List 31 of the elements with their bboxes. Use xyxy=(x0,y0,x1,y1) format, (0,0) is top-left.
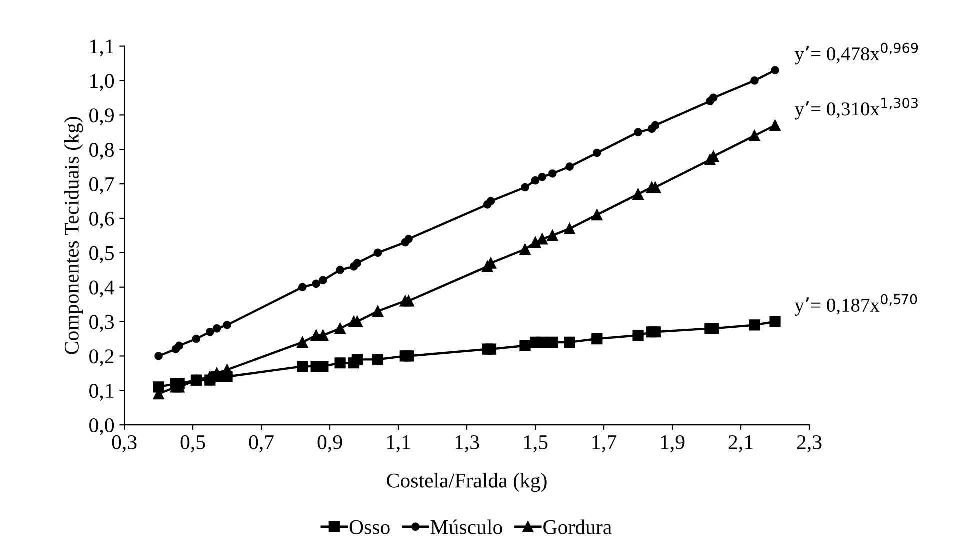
y-tick-label: 1,1 xyxy=(90,40,114,57)
annotation: y’= 0,310x$^{1,303}$ xyxy=(794,98,918,120)
legend-label: Músculo xyxy=(430,520,502,534)
annotation: y’= 0,478x$^{0,969}$ xyxy=(794,42,918,65)
x-tick-label: 1,3 xyxy=(456,435,480,452)
x-tick-label: 0,9 xyxy=(318,435,342,452)
y-tick-label: 0,6 xyxy=(90,212,114,229)
x-tick-label: 1,7 xyxy=(592,436,616,452)
legend-label: Osso xyxy=(350,520,390,534)
y-tick-label: 0,0 xyxy=(90,418,114,436)
x-tick-label: 0,3 xyxy=(112,435,137,452)
y-tick-label: 0,1 xyxy=(90,384,114,402)
y-axis-title: Componentes Teciduais (kg) xyxy=(64,117,84,354)
y-tick-label: 0,5 xyxy=(90,246,114,264)
y-tick-label: 1,0 xyxy=(90,74,114,92)
x-tick-label: 1,1 xyxy=(387,436,410,452)
x-tick-label: 1,9 xyxy=(661,435,685,452)
y-tick-label: 0,3 xyxy=(90,315,114,332)
y-tick-label: 0,2 xyxy=(90,350,114,367)
annotation: y’= 0,187x$^{0,570}$ xyxy=(794,294,918,316)
x-tick-label: 2,3 xyxy=(797,435,822,452)
y-tick-label: 0,7 xyxy=(90,177,114,194)
x-axis-title: Costela/Fralda (kg) xyxy=(387,473,547,492)
y-tick-label: 0,9 xyxy=(90,108,114,126)
x-tick-label: 2,1 xyxy=(728,435,753,452)
x-tick-label: 0,7 xyxy=(249,435,274,452)
y-tick-label: 0,4 xyxy=(90,280,114,298)
x-tick-label: 0,5 xyxy=(180,435,206,452)
x-tick-label: 1,5 xyxy=(524,436,548,452)
legend-label: Gordura xyxy=(544,520,612,534)
y-tick-label: 0,8 xyxy=(90,143,114,160)
